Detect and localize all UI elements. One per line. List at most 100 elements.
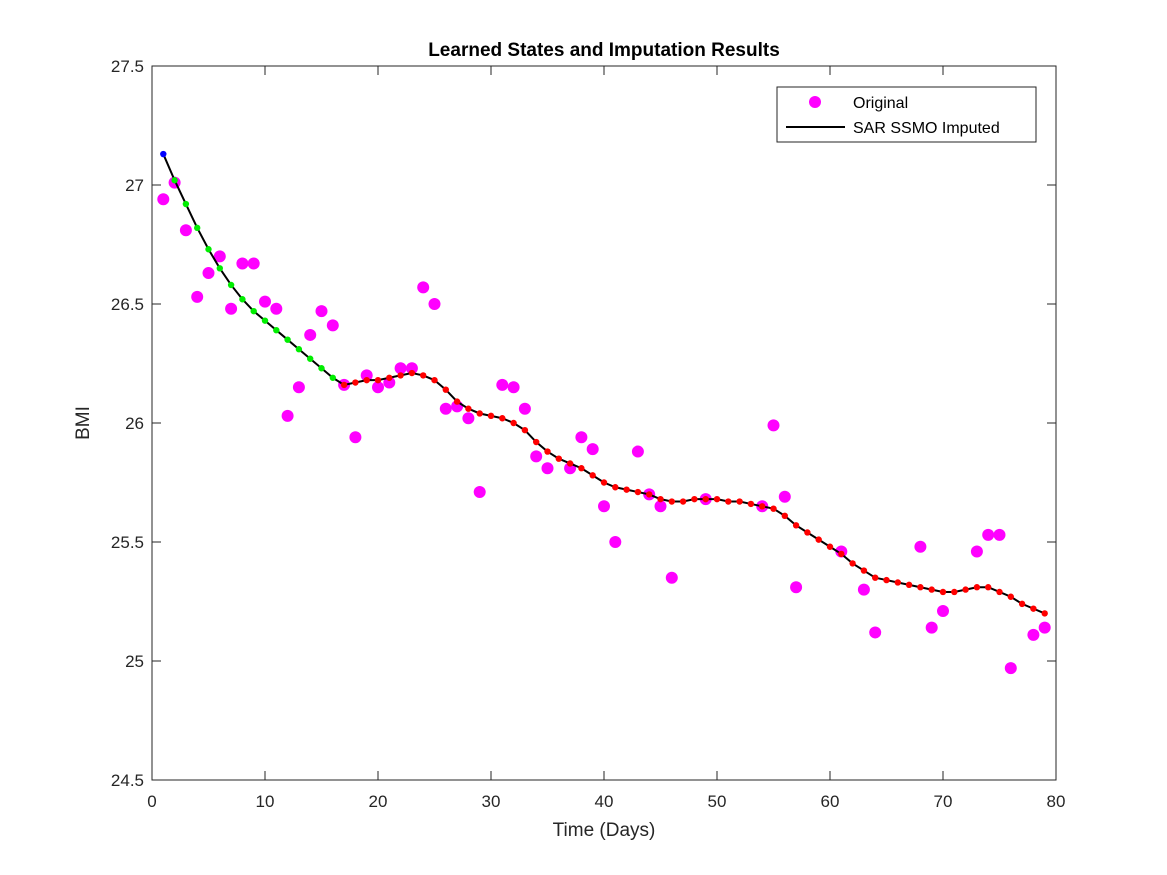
original-point [372, 381, 384, 394]
state-point [250, 307, 257, 315]
state-point [905, 581, 913, 589]
state-markers [160, 150, 1048, 617]
state-point [815, 536, 822, 543]
state-point [453, 398, 461, 405]
original-point [383, 376, 396, 389]
original-point [654, 500, 667, 513]
state-point [476, 410, 483, 417]
y-axis-label: BMI [73, 406, 94, 440]
state-point [1030, 605, 1037, 612]
state-point [600, 479, 608, 486]
original-point [236, 257, 249, 270]
original-point [1027, 628, 1040, 641]
original-point [982, 528, 995, 541]
legend-box [776, 86, 1037, 143]
state-point [408, 369, 416, 377]
original-point [869, 626, 882, 639]
legend-original-label: Original [853, 95, 908, 112]
original-point [213, 250, 226, 263]
state-point [634, 488, 642, 496]
original-point [507, 381, 520, 394]
state-point [985, 584, 992, 591]
x-axis-label: Time (Days) [553, 820, 656, 841]
original-point [970, 545, 983, 558]
original-point [1038, 621, 1051, 634]
state-point [781, 512, 788, 520]
original-point [259, 295, 271, 308]
state-point [770, 505, 777, 512]
state-point [838, 550, 845, 558]
x-axis: 0 10 20 30 40 50 60 70 80 [147, 66, 1065, 811]
state-point [883, 576, 890, 584]
original-point [473, 486, 486, 499]
x-tick-label: 60 [821, 792, 840, 811]
state-point [872, 574, 879, 581]
state-point [973, 584, 981, 591]
state-point [420, 372, 427, 379]
state-point [397, 372, 404, 379]
state-point [566, 460, 574, 467]
original-point [767, 419, 780, 432]
original-point [925, 621, 938, 634]
original-point [428, 298, 441, 310]
y-axis: 24.5 25 25.5 26 26.5 27 27.5 [111, 57, 1056, 790]
y-tick-label: 27.5 [111, 57, 144, 76]
state-point [386, 374, 393, 381]
y-tick-label: 25 [125, 652, 144, 671]
y-tick-label: 26.5 [111, 295, 144, 314]
original-point [179, 224, 192, 237]
state-point [996, 588, 1003, 596]
original-point [857, 583, 870, 596]
y-tick-label: 27 [125, 176, 144, 195]
original-point [993, 528, 1006, 541]
original-point [541, 462, 554, 475]
state-point [363, 376, 370, 384]
y-tick-label: 24.5 [111, 771, 144, 790]
original-point [631, 445, 644, 458]
legend-imputed-label: SAR SSMO Imputed [853, 120, 1000, 137]
state-point [261, 317, 269, 324]
state-point [1018, 600, 1026, 608]
state-point [555, 455, 562, 462]
state-point [578, 465, 585, 472]
state-point [318, 365, 325, 372]
state-point [340, 381, 348, 389]
state-point [273, 326, 280, 334]
original-point [417, 281, 430, 294]
state-point [487, 412, 495, 420]
state-point [329, 374, 336, 381]
state-point [939, 588, 947, 596]
original-point [586, 443, 599, 456]
original-point [405, 362, 418, 375]
x-tick-label: 30 [482, 792, 501, 811]
original-point [665, 571, 678, 584]
state-point [284, 336, 291, 343]
original-point [247, 257, 260, 270]
state-point [307, 355, 314, 362]
state-point [544, 448, 551, 455]
state-point [679, 498, 687, 505]
state-point [227, 281, 235, 289]
x-tick-label: 20 [369, 792, 388, 811]
plot-area [152, 66, 1056, 780]
state-point [928, 586, 935, 593]
state-point [668, 498, 675, 505]
original-point [292, 381, 305, 394]
state-point [860, 567, 868, 574]
x-tick-label: 80 [1047, 792, 1066, 811]
state-point [499, 415, 506, 422]
legend: Original SAR SSMO Imputed [776, 86, 1037, 143]
state-point [160, 150, 167, 158]
original-point [575, 431, 588, 444]
legend-original-marker [809, 96, 821, 108]
original-point [225, 302, 238, 315]
original-point [609, 536, 622, 548]
state-point [295, 346, 303, 353]
state-point [623, 486, 630, 493]
original-point [326, 319, 339, 332]
state-point [951, 588, 958, 596]
original-point [202, 267, 215, 280]
original-point [778, 490, 791, 503]
state-point [713, 495, 721, 503]
